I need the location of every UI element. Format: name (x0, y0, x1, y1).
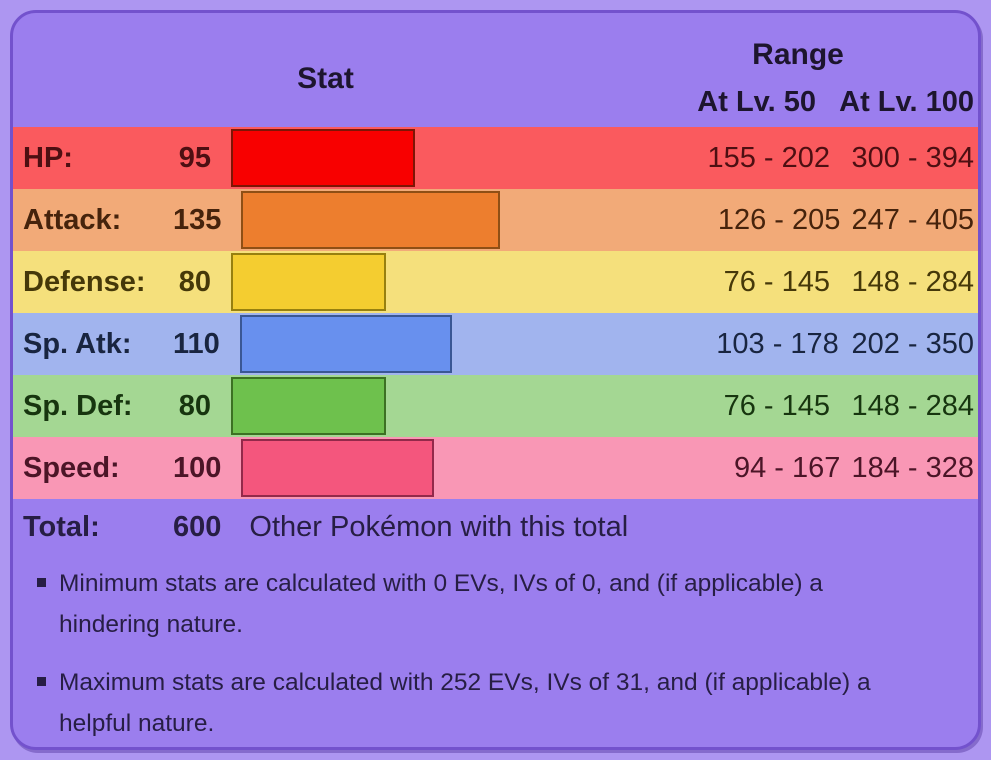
stat-value: 80 (178, 389, 211, 422)
range-lv50: 94 - 167 (733, 451, 841, 484)
note-minimum-stats: Minimum stats are calculated with 0 EVs,… (37, 563, 918, 645)
pokemon-stats-card: Stat Range At Lv. 50 At Lv. 100 HP: 95 1… (10, 10, 981, 750)
stat-rows: HP: 95 155 - 202 300 - 394 Attack: 135 1… (13, 127, 978, 499)
range-lv100: 184 - 328 (851, 451, 974, 484)
stat-row-hp: HP: 95 155 - 202 300 - 394 (13, 127, 978, 189)
total-row: Total: 600 Other Pokémon with this total (13, 499, 978, 555)
range-lv50: 76 - 145 (723, 265, 830, 298)
stat-bar-track (211, 251, 639, 313)
note-text: Maximum stats are calculated with 252 EV… (59, 669, 871, 737)
stat-label: Speed: (23, 451, 120, 484)
range-lv100: 202 - 350 (851, 327, 974, 360)
stat-row-sp-atk: Sp. Atk: 110 103 - 178 202 - 350 (13, 313, 978, 375)
range-lv50: 76 - 145 (723, 389, 830, 422)
table-header: Stat Range At Lv. 50 At Lv. 100 (13, 13, 978, 127)
range-lv50: 155 - 202 (707, 141, 830, 174)
stat-value: 110 (173, 327, 220, 360)
stat-label: Attack: (23, 203, 122, 236)
stat-value: 95 (178, 141, 211, 174)
range-sub-headers: At Lv. 50 At Lv. 100 (638, 86, 978, 119)
note-text: Minimum stats are calculated with 0 EVs,… (59, 570, 823, 638)
stat-value: 100 (173, 451, 222, 484)
stat-header-cell: Stat (13, 13, 638, 127)
range-lv100: 247 - 405 (851, 203, 974, 236)
total-value: 600 (173, 510, 222, 543)
stat-bar-track (221, 437, 649, 499)
stat-label: Sp. Atk: (23, 327, 132, 360)
note-maximum-stats: Maximum stats are calculated with 252 EV… (37, 662, 918, 744)
range-lv50: 126 - 205 (717, 203, 841, 236)
square-bullet-icon (37, 578, 46, 587)
range-header-cell: Range At Lv. 50 At Lv. 100 (638, 13, 978, 127)
stat-bar (241, 439, 435, 497)
stat-row-defense: Defense: 80 76 - 145 148 - 284 (13, 251, 978, 313)
stat-bar-track (221, 189, 649, 251)
lv50-column-header: At Lv. 50 (697, 86, 816, 118)
stat-bar-track (211, 375, 639, 437)
lv100-column-header: At Lv. 100 (839, 86, 974, 118)
stat-row-speed: Speed: 100 94 - 167 184 - 328 (13, 437, 978, 499)
other-pokemon-total-link[interactable]: Other Pokémon with this total (249, 510, 629, 543)
stat-bar (231, 129, 415, 187)
stat-label: Sp. Def: (23, 389, 133, 422)
stat-bar (231, 253, 386, 311)
stat-bar (239, 315, 452, 373)
footnotes: Minimum stats are calculated with 0 EVs,… (13, 555, 978, 744)
stat-label: Defense: (23, 265, 146, 298)
stat-label: HP: (23, 141, 73, 174)
stat-bar (241, 191, 501, 249)
range-column-header: Range (752, 38, 844, 71)
range-lv100: 300 - 394 (851, 141, 974, 174)
stat-row-attack: Attack: 135 126 - 205 247 - 405 (13, 189, 978, 251)
stat-bar-track (211, 127, 639, 189)
stat-value: 80 (178, 265, 211, 298)
stat-column-header: Stat (297, 62, 354, 95)
stat-row-sp-def: Sp. Def: 80 76 - 145 148 - 284 (13, 375, 978, 437)
stat-bar-track (220, 313, 648, 375)
range-lv50: 103 - 178 (716, 327, 839, 360)
total-label: Total: (23, 510, 100, 543)
stat-bar (231, 377, 386, 435)
range-lv100: 148 - 284 (851, 265, 974, 298)
square-bullet-icon (37, 677, 46, 686)
range-lv100: 148 - 284 (851, 389, 974, 422)
stat-value: 135 (173, 203, 222, 236)
